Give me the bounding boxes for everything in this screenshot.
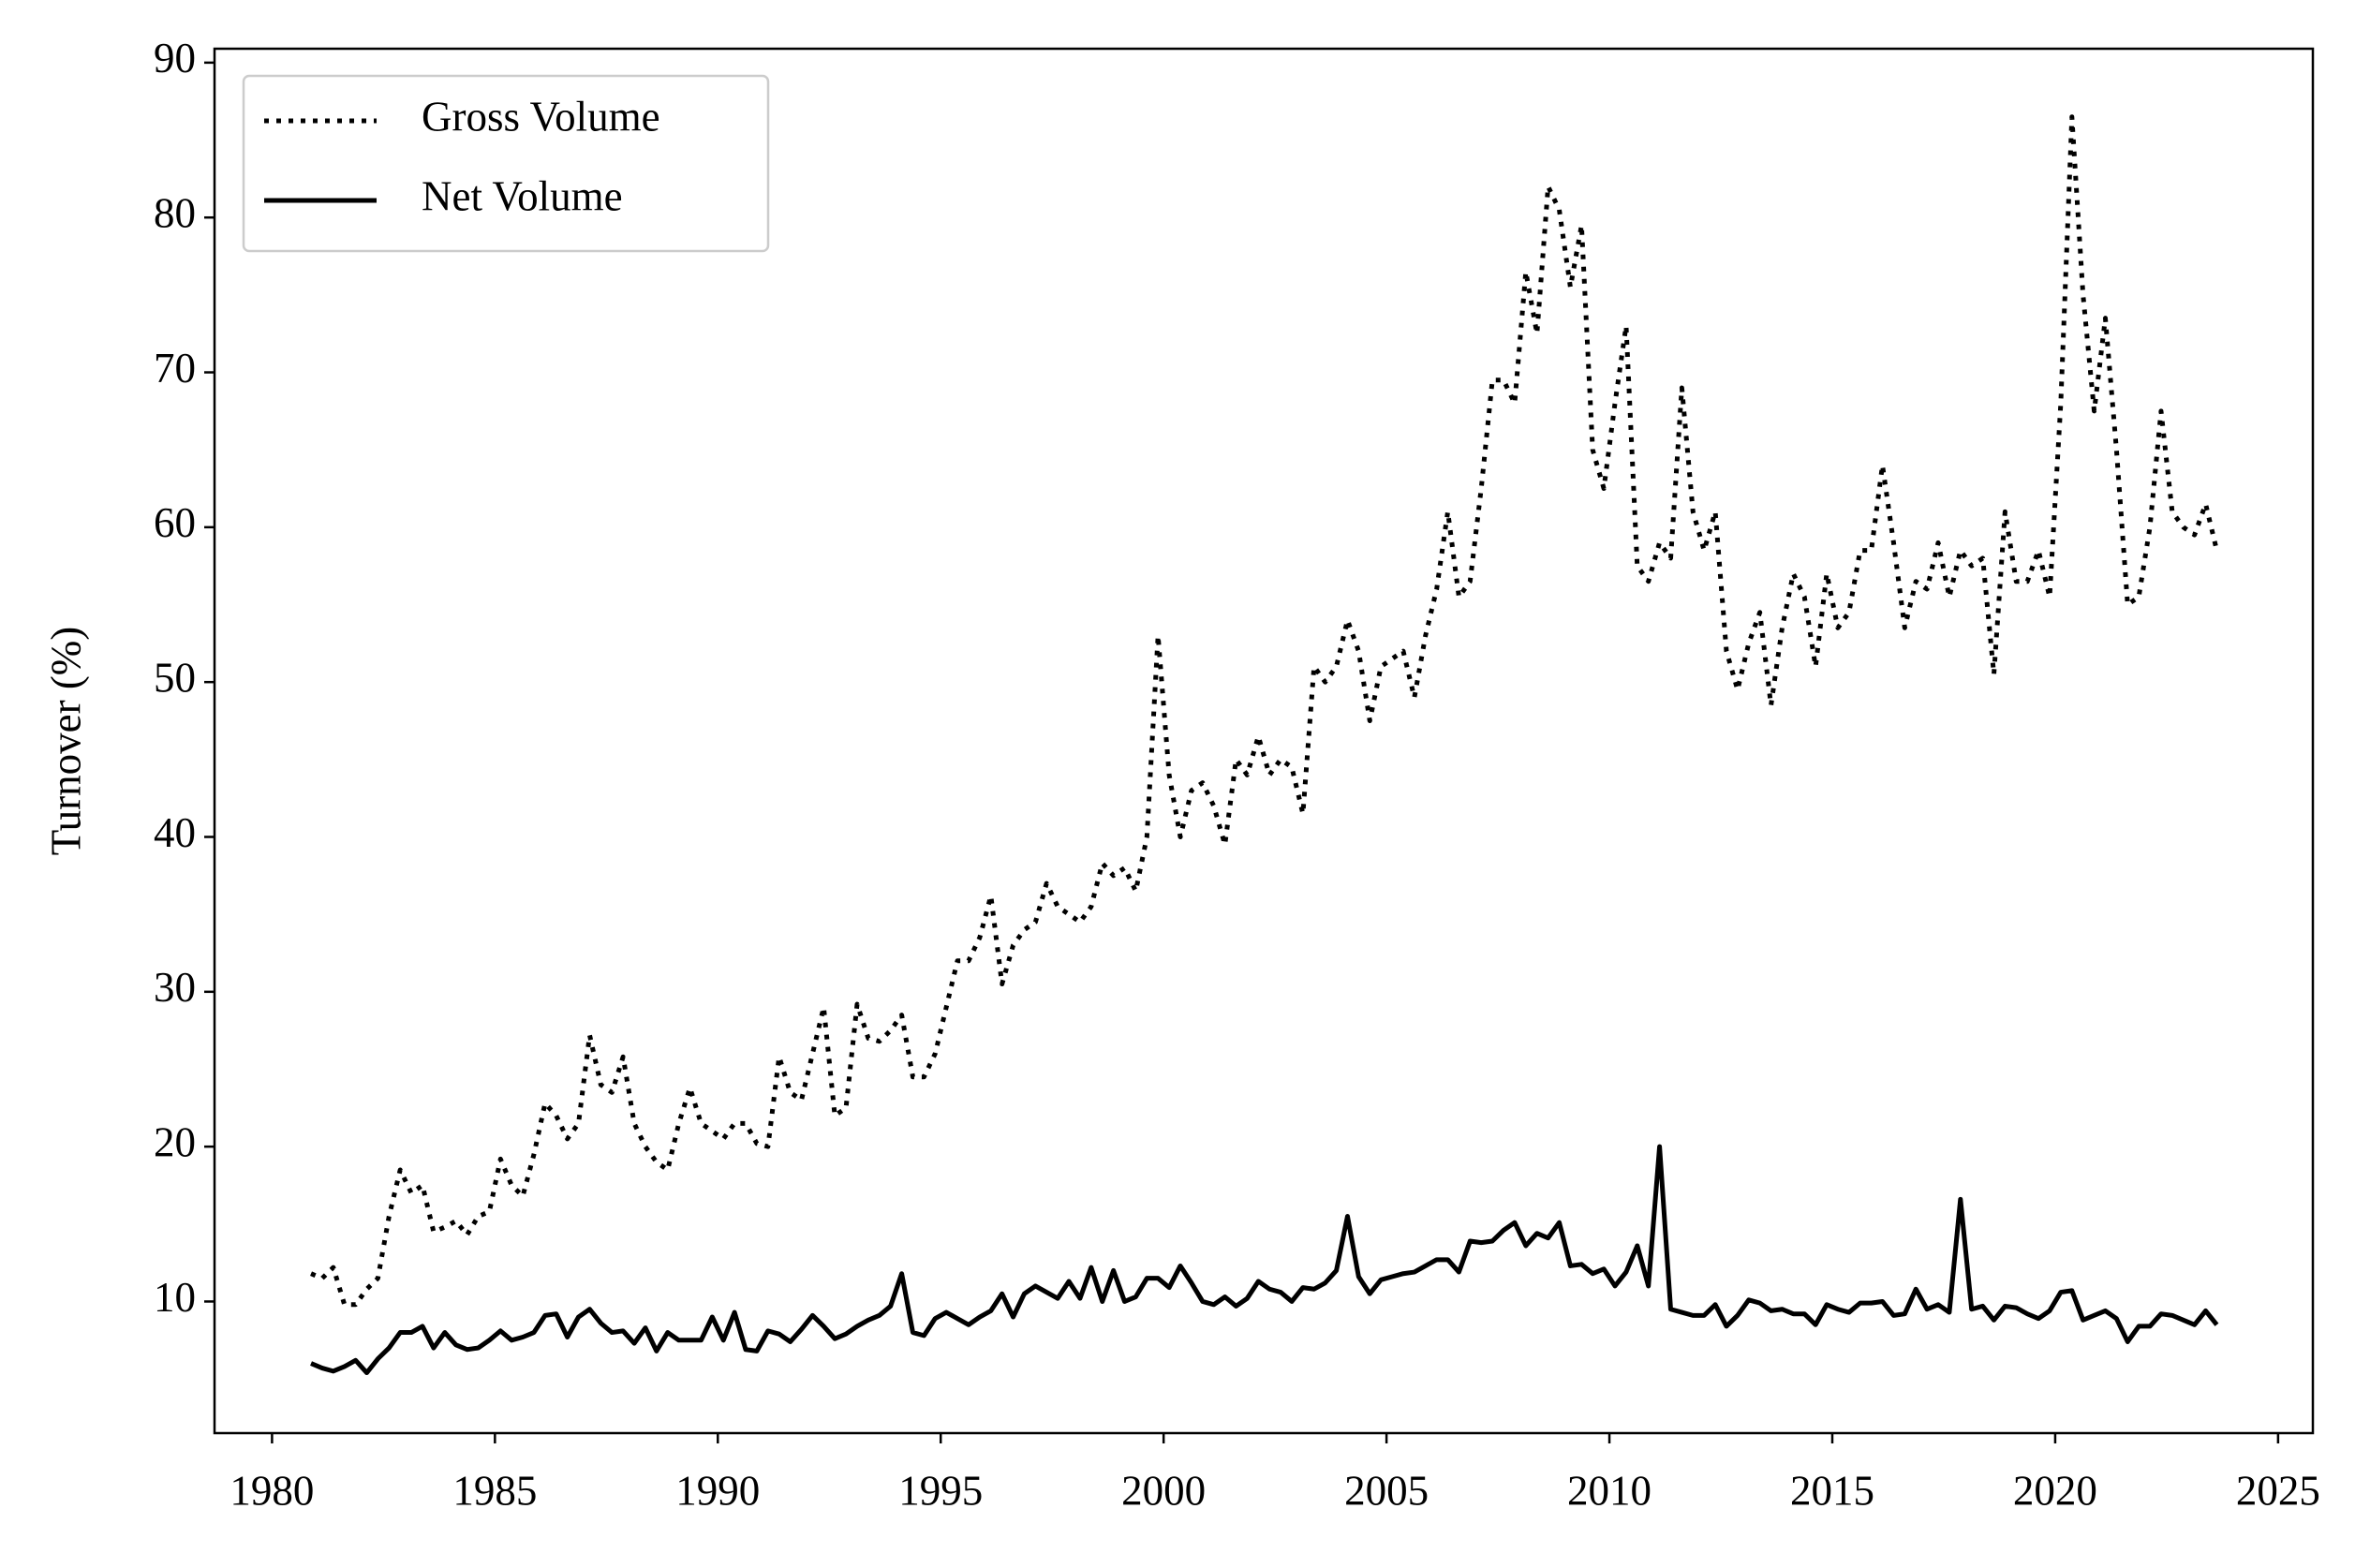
- x-tick-label: 1995: [898, 1467, 983, 1514]
- y-tick-label: 40: [154, 809, 196, 856]
- x-tick-label: 2020: [2013, 1467, 2097, 1514]
- plot-frame: [213, 47, 2315, 1435]
- legend-label: Gross Volume: [422, 93, 660, 140]
- y-tick-label: 60: [154, 499, 196, 546]
- y-tick-label: 80: [154, 190, 196, 237]
- series-line: [310, 114, 2219, 1308]
- x-tick-label: 2000: [1121, 1467, 1206, 1514]
- x-tick-label: 2015: [1790, 1467, 1874, 1514]
- x-tick-label: 2010: [1567, 1467, 1652, 1514]
- y-axis-label: Turnover (%): [42, 627, 89, 856]
- x-tick-label: 1985: [452, 1467, 537, 1514]
- x-tick-label: 2025: [2236, 1467, 2320, 1514]
- legend-label: Net Volume: [422, 172, 623, 219]
- x-tick-label: 1990: [675, 1467, 760, 1514]
- y-tick-label: 70: [154, 345, 196, 392]
- series-line: [310, 1144, 2219, 1376]
- x-tick-label: 2005: [1344, 1467, 1429, 1514]
- x-tick-label: 1980: [230, 1467, 314, 1514]
- y-tick-label: 50: [154, 655, 196, 702]
- y-tick-label: 10: [154, 1274, 196, 1321]
- y-tick-label: 90: [154, 35, 196, 81]
- y-tick-label: 20: [154, 1118, 196, 1165]
- y-tick-label: 30: [154, 964, 196, 1011]
